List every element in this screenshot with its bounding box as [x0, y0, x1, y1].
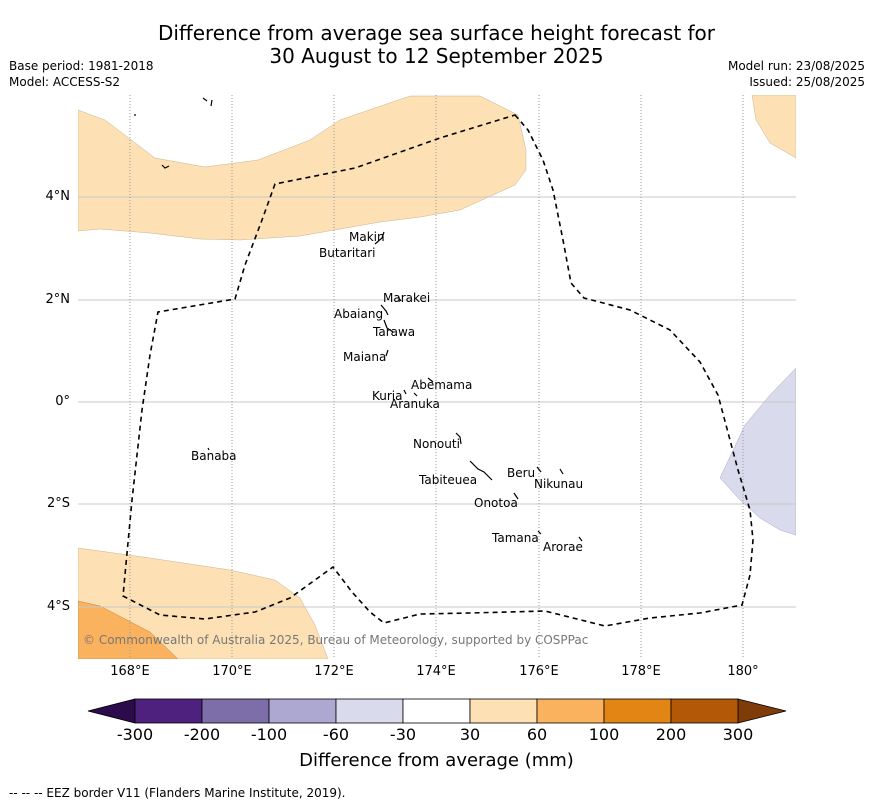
colorbar [87, 698, 787, 724]
lat-label-0: 0° [55, 394, 70, 409]
lat-label-4n: 4°N [45, 189, 71, 204]
title-line-2: 30 August to 12 September 2025 [269, 44, 604, 68]
place-label-nikunau: Nikunau [534, 477, 584, 491]
issued-date: Issued: 25/08/2025 [749, 75, 865, 89]
eez-source-note: -- -- -- EEZ border V11 (Flanders Marine… [9, 786, 346, 800]
place-label-tamana: Tamana [492, 531, 539, 545]
place-label-arorae: Arorae [543, 540, 583, 554]
place-label-banaba: Banaba [191, 449, 237, 463]
title-line-1: Difference from average sea surface heig… [157, 21, 716, 45]
lon-label-180: 180° [727, 664, 759, 679]
colorbar-segment [670, 698, 739, 724]
lon-label-168e: 168°E [110, 664, 150, 679]
colorbar-segment [469, 698, 538, 724]
colorbar-segment [402, 698, 471, 724]
anomaly-30-60-northeast [751, 95, 796, 159]
colorbar-over-triangle [737, 698, 787, 724]
place-label-abemama: Abemama [411, 378, 473, 392]
anomaly-30-60-north [78, 95, 527, 241]
lat-label-2n: 2°N [45, 292, 71, 307]
colorbar-tick: -30 [389, 725, 417, 744]
colorbar-label: Difference from average (mm) [299, 750, 574, 771]
map-area [78, 95, 796, 659]
meta-right: Model run: 23/08/2025 Issued: 25/08/2025 [728, 58, 865, 90]
place-label-nonouti: Nonouti [413, 437, 460, 451]
colorbar-tick: 30 [459, 725, 481, 744]
colorbar-segment [268, 698, 337, 724]
place-label-makin: Makin [349, 230, 385, 244]
place-label-tarawa: Tarawa [373, 325, 416, 339]
colorbar-segment [536, 698, 605, 724]
anomaly-negative-east [719, 367, 796, 536]
place-label-aranuka: Aranuka [390, 397, 440, 411]
copyright-notice: © Commonwealth of Australia 2025, Bureau… [83, 633, 589, 647]
lon-label-172e: 172°E [314, 664, 354, 679]
colorbar-tick: -60 [322, 725, 350, 744]
lon-label-176e: 176°E [519, 664, 559, 679]
meta-left: Base period: 1981-2018 Model: ACCESS-S2 [9, 58, 154, 90]
lat-gridlines [78, 196, 796, 608]
place-label-beru: Beru [507, 466, 536, 480]
lon-gridlines [129, 95, 744, 659]
colorbar-tick: 200 [655, 725, 687, 744]
colorbar-under-triangle [87, 698, 136, 724]
lon-label-170e: 170°E [212, 664, 252, 679]
colorbar-segment [603, 698, 672, 724]
colorbar-segment [335, 698, 404, 724]
colorbar-tick: -300 [116, 725, 154, 744]
eez-border [122, 114, 754, 627]
place-label-tabiteuea: Tabiteuea [419, 473, 478, 487]
lat-label-4s: 4°S [46, 599, 70, 614]
place-label-onotoa: Onotoa [474, 496, 518, 510]
colorbar-segment [201, 698, 270, 724]
place-label-butaritari: Butaritari [319, 246, 376, 260]
place-label-abaiang: Abaiang [334, 307, 384, 321]
colorbar-tick: 300 [722, 725, 754, 744]
model-name: Model: ACCESS-S2 [9, 75, 121, 89]
colorbar-tick: 60 [526, 725, 548, 744]
colorbar-tick: 100 [588, 725, 620, 744]
lon-label-174e: 174°E [416, 664, 456, 679]
place-label-marakei: Marakei [383, 291, 431, 305]
base-period: Base period: 1981-2018 [9, 59, 154, 73]
colorbar-tick: -200 [183, 725, 221, 744]
colorbar-segment [134, 698, 203, 724]
place-label-kuria: Kuria [372, 389, 403, 403]
colorbar-tick: -100 [250, 725, 288, 744]
lon-label-178e: 178°E [621, 664, 661, 679]
model-run: Model run: 23/08/2025 [727, 59, 865, 73]
chart-title: Difference from average sea surface heig… [0, 22, 873, 68]
place-label-maiana: Maiana [343, 350, 387, 364]
lat-label-2s: 2°S [46, 496, 70, 511]
islands [134, 97, 583, 542]
anomaly-60-100-southwest [78, 600, 179, 659]
